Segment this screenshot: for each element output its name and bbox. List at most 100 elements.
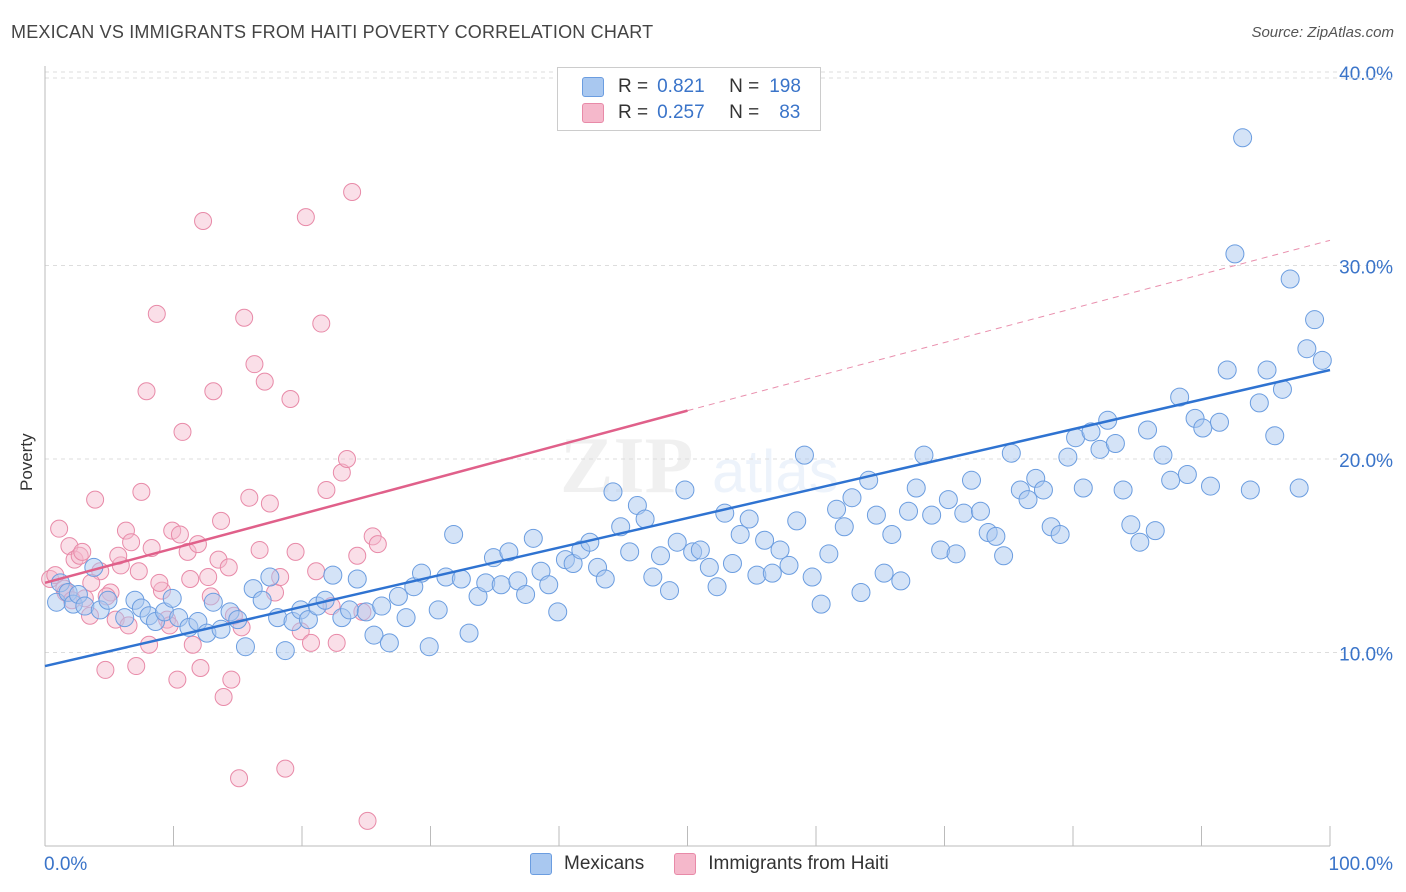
- haiti-point: [183, 635, 202, 654]
- haiti-point: [337, 450, 356, 468]
- mexican-point: [802, 567, 822, 587]
- mexican-point: [1138, 420, 1158, 440]
- mexican-point: [323, 565, 343, 585]
- haiti-trendline: [44, 409, 688, 585]
- mexican-point: [260, 567, 280, 587]
- haiti-point: [147, 304, 166, 323]
- mexican-point: [162, 588, 182, 608]
- mexican-point: [730, 524, 750, 544]
- mexican-point: [523, 528, 543, 548]
- legend-r-value: 0.821: [657, 76, 705, 97]
- haiti-point: [50, 519, 69, 538]
- mexican-point: [275, 641, 295, 661]
- mexican-point: [794, 445, 814, 465]
- mexican-point: [954, 503, 974, 523]
- mexican-point: [388, 586, 408, 606]
- mexican-point: [762, 563, 782, 583]
- mexican-point: [660, 581, 680, 601]
- haiti-point: [73, 542, 92, 561]
- series-legend: Mexicans Immigrants from Haiti: [530, 851, 919, 877]
- legend-swatch-pink: [582, 103, 604, 123]
- legend-n-label: N =: [729, 102, 760, 123]
- haiti-point: [122, 533, 141, 552]
- legend-row-mexicans: R = 0.821 N = 198: [582, 76, 801, 98]
- mexican-point: [707, 577, 727, 597]
- mexican-point: [770, 540, 790, 560]
- mexican-point: [115, 608, 135, 628]
- legend-r-value: 0.257: [657, 102, 705, 123]
- mexican-point: [827, 499, 847, 519]
- haiti-point: [250, 540, 269, 559]
- mexican-point: [722, 553, 742, 573]
- haiti-trendline-extension: [687, 239, 1331, 412]
- legend-label-mexicans: Mexicans: [564, 853, 645, 874]
- mexican-point: [1001, 443, 1021, 463]
- mexican-point: [690, 540, 710, 560]
- legend-label-haiti: Immigrants from Haiti: [708, 853, 889, 874]
- haiti-point: [181, 569, 200, 588]
- haiti-point: [312, 314, 331, 333]
- mexican-point: [1193, 418, 1213, 438]
- mexican-point: [834, 517, 854, 537]
- haiti-point: [255, 372, 274, 391]
- mexican-point: [906, 478, 926, 498]
- watermark: ZIP: [560, 422, 693, 510]
- mexican-point: [1050, 524, 1070, 544]
- mexican-point: [1121, 515, 1141, 535]
- mexican-point: [1177, 464, 1197, 484]
- mexican-point: [1297, 339, 1317, 359]
- haiti-point: [140, 635, 159, 654]
- haiti-point: [214, 688, 233, 707]
- haiti-point: [317, 480, 336, 499]
- haiti-point: [296, 208, 315, 227]
- mexican-point: [1073, 478, 1093, 498]
- mexican-point: [1200, 476, 1220, 496]
- y-tick-label: 10.0%: [1339, 645, 1393, 666]
- haiti-point: [307, 562, 326, 581]
- y-tick-label: 20.0%: [1339, 451, 1393, 472]
- mexican-point: [499, 542, 519, 562]
- mexican-point: [946, 544, 966, 564]
- haiti-point: [245, 355, 264, 374]
- haiti-point: [173, 422, 192, 441]
- mexican-point: [364, 625, 384, 645]
- mexican-point: [1209, 412, 1229, 432]
- haiti-point: [194, 211, 213, 230]
- haiti-point: [358, 811, 377, 830]
- mexican-point: [787, 511, 807, 531]
- legend-item-mexicans[interactable]: Mexicans: [530, 853, 644, 875]
- mexican-point: [1113, 480, 1133, 500]
- haiti-point: [276, 759, 295, 778]
- haiti-point: [332, 463, 351, 482]
- mexican-point: [444, 524, 464, 544]
- mexican-point: [516, 584, 536, 604]
- mexican-point: [595, 569, 615, 589]
- mexican-point: [938, 490, 958, 510]
- legend-item-haiti[interactable]: Immigrants from Haiti: [674, 853, 889, 875]
- mexican-point: [1312, 350, 1332, 370]
- legend-n-value: 83: [779, 102, 801, 123]
- mexican-point: [922, 505, 942, 525]
- mexican-trendline: [44, 368, 1331, 668]
- mexican-point: [961, 470, 981, 490]
- mexican-point: [1170, 387, 1190, 407]
- haiti-point: [96, 660, 115, 679]
- haiti-point: [301, 633, 320, 652]
- mexican-point: [779, 555, 799, 575]
- mexican-point: [851, 583, 871, 603]
- mexican-point: [1033, 480, 1053, 500]
- haiti-point: [230, 769, 249, 788]
- mexican-point: [1257, 360, 1277, 380]
- mexican-point: [1081, 422, 1101, 442]
- mexican-point: [298, 610, 318, 630]
- haiti-point: [129, 562, 148, 581]
- source-label: Source: ZipAtlas.com: [1251, 24, 1394, 41]
- mexican-point: [340, 600, 360, 620]
- mexican-point: [1161, 470, 1181, 490]
- haiti-point: [327, 633, 346, 652]
- mexican-point: [379, 633, 399, 653]
- mexican-point: [347, 569, 367, 589]
- mexican-point: [699, 557, 719, 577]
- haiti-point: [281, 390, 300, 409]
- mexican-point: [539, 575, 559, 595]
